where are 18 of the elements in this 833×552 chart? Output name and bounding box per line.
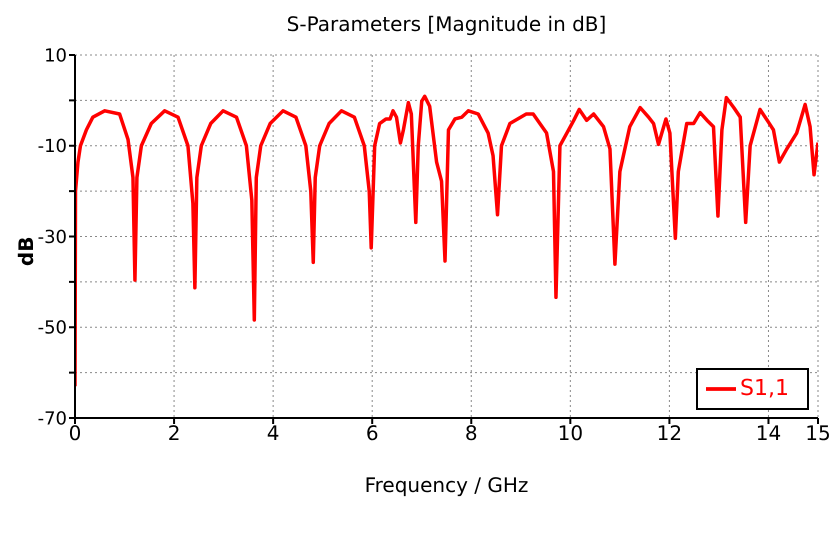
chart-title: S-Parameters [Magnitude in dB]: [286, 12, 608, 36]
y-tick-label: -70: [38, 408, 67, 430]
y-tick-label: -30: [38, 226, 67, 248]
legend-label: S1,1: [740, 376, 789, 402]
x-axis-title: Frequency / GHz: [364, 473, 528, 497]
y-axis-title: dB: [14, 236, 38, 266]
y-tick-label: -10: [38, 136, 67, 158]
x-tick-label: 8: [464, 421, 478, 446]
y-tick-label: 10: [44, 45, 67, 66]
x-tick-label: 12: [656, 421, 682, 446]
x-tick-label: 4: [266, 421, 280, 446]
x-tick-label: 0: [68, 421, 82, 446]
x-tick-label: 10: [558, 421, 584, 446]
x-tick-label: 2: [168, 421, 180, 446]
x-tick-label: 15: [805, 421, 831, 446]
x-tick-label: 14: [756, 421, 782, 446]
y-tick-label: -50: [38, 318, 67, 339]
x-tick-label: 6: [366, 421, 379, 446]
